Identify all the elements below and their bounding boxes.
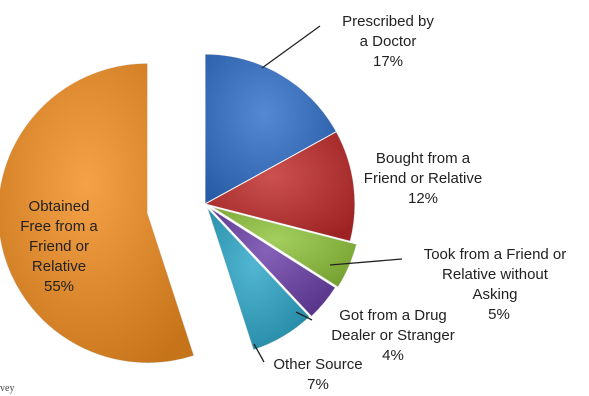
leader-prescribed <box>261 25 321 69</box>
percent-label: 12% <box>407 190 439 207</box>
percent-label: 17% <box>372 53 404 70</box>
slice-other-shade <box>207 207 310 351</box>
percent-label: 7% <box>307 376 329 393</box>
slice-label-other: Other Source 7% <box>256 355 380 395</box>
label-line: Other Source <box>273 356 363 373</box>
footer-fragment: vey <box>0 383 15 394</box>
label-line: Free from a <box>20 218 98 235</box>
slice-bought-shade <box>205 131 355 242</box>
slice-label-dealer: Got from a Drug Dealer or Stranger 4% <box>305 306 481 366</box>
label-line: Asking <box>472 286 518 303</box>
slice-dealer-shade <box>208 207 336 317</box>
percent-label: 4% <box>382 347 404 364</box>
label-line: Got from a Drug <box>339 307 447 324</box>
label-line: a Doctor <box>359 33 417 50</box>
percent-label: 55% <box>43 278 75 295</box>
label-line: Obtained <box>28 198 90 215</box>
leader-other <box>253 343 265 363</box>
label-line: Relative without <box>442 266 548 283</box>
slice-took-shade <box>211 206 357 288</box>
label-line: Friend or Relative <box>363 170 483 187</box>
label-line: Friend or <box>28 238 90 255</box>
percent-label: 5% <box>488 306 510 323</box>
slice-label-took: Took from a Friend or Relative without A… <box>402 245 588 325</box>
slice-label-bought: Bought from a Friend or Relative 12% <box>338 149 508 209</box>
label-line: Dealer or Stranger <box>331 327 455 344</box>
leader-took <box>329 258 403 266</box>
slice-label-free: Obtained Free from a Friend or Relative … <box>4 197 114 297</box>
label-line: Took from a Friend or <box>423 246 567 263</box>
label-line: Prescribed by <box>342 13 434 30</box>
label-line: Bought from a <box>375 150 471 167</box>
slice-prescribed-shade <box>205 54 337 204</box>
slice-label-prescribed: Prescribed by a Doctor 17% <box>318 12 458 72</box>
leader-dealer <box>295 311 313 321</box>
label-line: Relative <box>31 258 87 275</box>
slice-free-shade <box>0 63 195 364</box>
